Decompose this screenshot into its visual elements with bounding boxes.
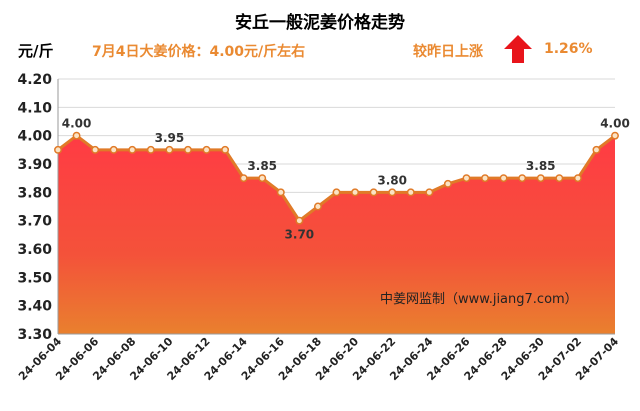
y-tick-label: 4.10: [17, 100, 52, 116]
y-tick-label: 3.30: [17, 327, 52, 343]
x-tick-labels: 24-06-0424-06-0624-06-0824-06-1024-06-12…: [16, 335, 621, 383]
y-tick-label: 4.20: [17, 72, 52, 88]
y-tick-label: 4.00: [17, 129, 52, 145]
y-tick-label: 3.40: [17, 299, 52, 315]
data-point: [184, 145, 192, 154]
data-point: [54, 145, 62, 154]
data-point: [239, 174, 248, 183]
data-point: [295, 216, 304, 225]
y-tick-label: 3.80: [17, 185, 52, 201]
data-point: [313, 202, 322, 211]
data-label: 3.85: [526, 159, 556, 173]
area-fill: [58, 135, 615, 334]
data-point: [425, 188, 434, 197]
data-label: 3.85: [247, 159, 277, 173]
data-point: [573, 174, 582, 183]
data-label: 3.70: [285, 228, 315, 242]
data-point: [443, 179, 452, 188]
data-point: [406, 188, 415, 197]
up-arrow-icon: [504, 35, 532, 63]
data-label: 3.80: [377, 173, 407, 187]
y-tick-labels: 3.30 3.40 3.50 3.60 3.70 3.80 3.90 4.00 4.10 4.20: [17, 72, 52, 343]
data-point: [499, 174, 508, 183]
data-labels: 4.00 3.95 3.85 3.70 3.80 3.85 4.00: [62, 117, 630, 242]
data-point: [369, 188, 378, 197]
data-point: [332, 188, 341, 197]
data-point: [592, 145, 601, 154]
data-point: [611, 131, 619, 140]
data-point: [146, 145, 155, 154]
axes: [57, 79, 615, 335]
chart-title: 安丘一般泥姜价格走势: [235, 13, 405, 33]
data-point: [165, 145, 174, 154]
y-tick-label: 3.50: [17, 270, 52, 286]
data-point: [462, 174, 471, 183]
data-point: [258, 174, 267, 183]
up-arrow-shape: [504, 35, 532, 63]
data-point: [351, 188, 360, 197]
data-point: [276, 188, 285, 197]
y-tick-label: 3.90: [17, 157, 52, 173]
y-axis-unit: 元/斤: [18, 42, 54, 60]
price-note: 7月4日大姜价格：4.00元/斤左右: [92, 44, 306, 60]
data-point: [91, 145, 100, 154]
data-point: [221, 145, 230, 154]
data-label: 3.95: [155, 131, 185, 145]
data-point: [481, 174, 489, 183]
data-point: [518, 174, 527, 183]
data-markers: [54, 131, 619, 225]
y-tick-label: 3.60: [17, 242, 52, 258]
data-point: [555, 174, 564, 183]
y-tick-label: 3.70: [17, 214, 52, 230]
data-point: [72, 131, 81, 140]
data-point: [109, 145, 118, 154]
change-label: 较昨日上涨: [413, 44, 483, 60]
data-label: 4.00: [62, 117, 92, 131]
data-point: [128, 145, 137, 154]
data-point: [202, 145, 211, 154]
data-point: [536, 174, 545, 183]
data-point: [388, 188, 397, 197]
change-value: 1.26%: [544, 41, 593, 57]
area-path: [58, 135, 615, 334]
data-label: 4.00: [600, 117, 630, 131]
watermark: 中姜网监制（www.jiang7.com）: [380, 292, 578, 307]
